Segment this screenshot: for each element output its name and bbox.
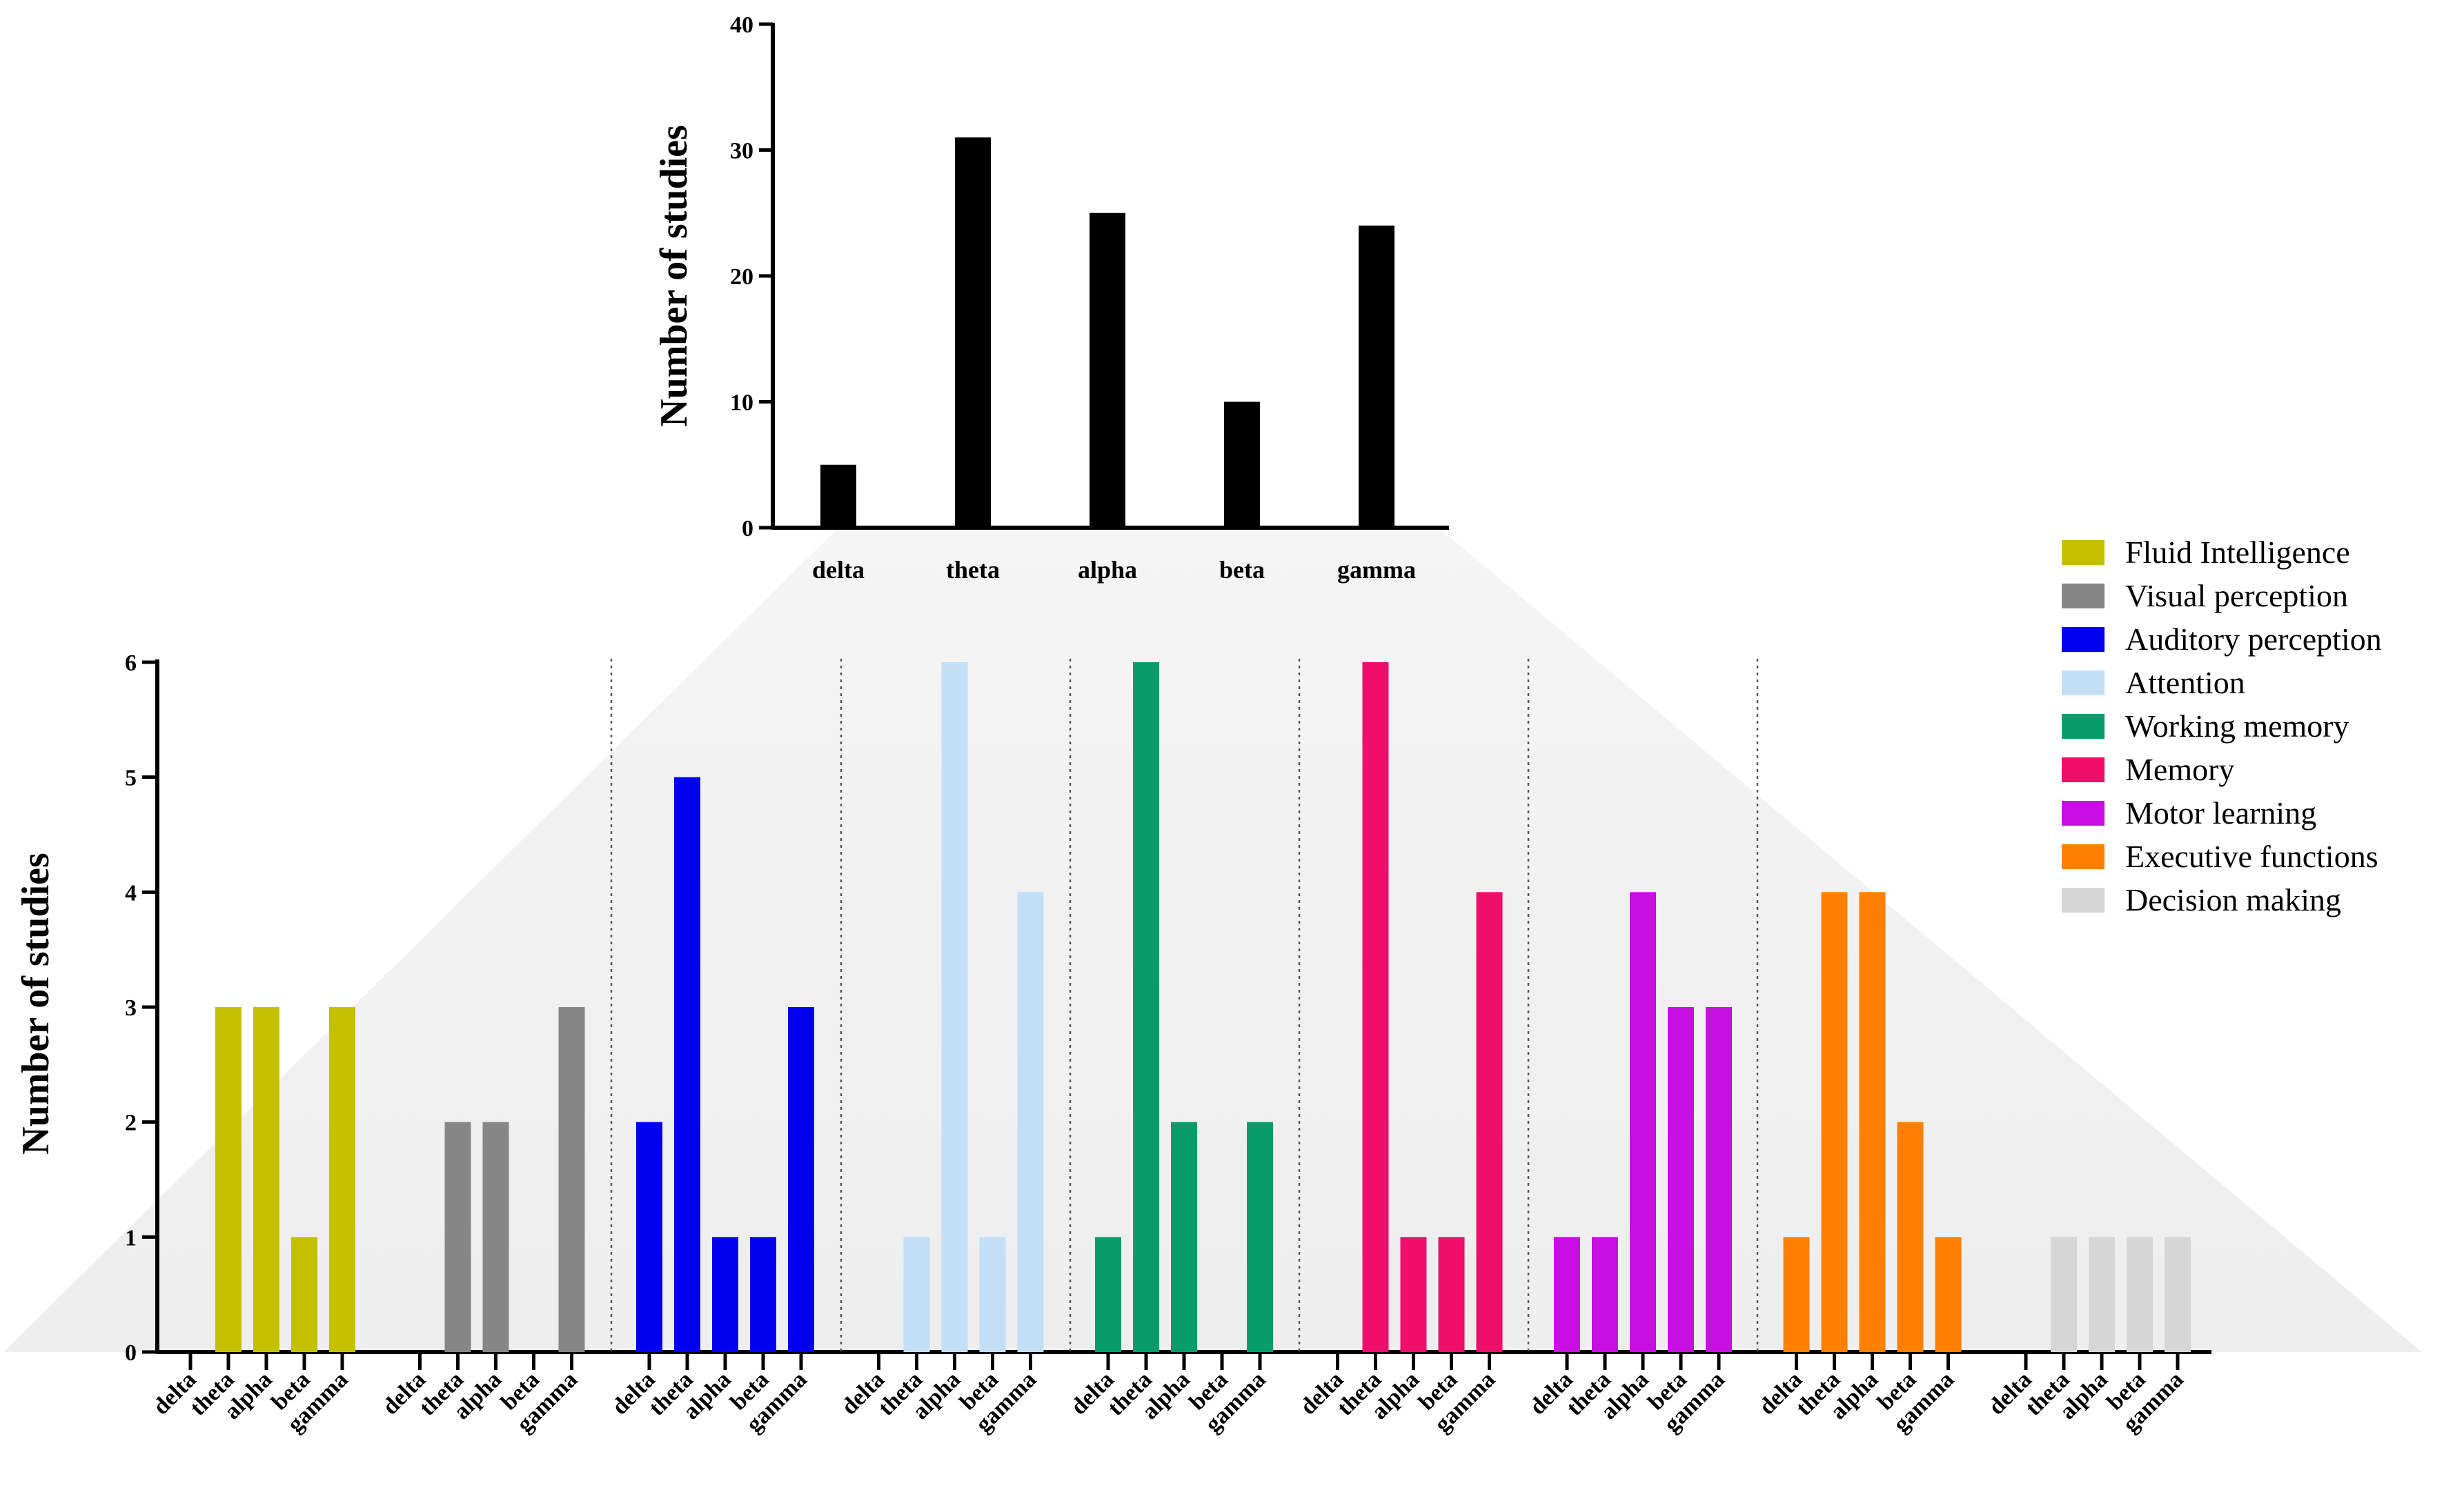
bar-decision-making-gamma <box>2165 1237 2191 1352</box>
top-y-tick-label: 40 <box>730 12 753 38</box>
bar-executive-functions-delta <box>1783 1237 1810 1352</box>
legend-label: Executive functions <box>2125 839 2378 874</box>
bottom-y-tick-label: 1 <box>125 1225 137 1251</box>
bottom-x-tick-label: delta <box>1754 1366 1807 1420</box>
top-y-tick-label: 0 <box>742 516 753 541</box>
legend-swatch-motor-learning <box>2062 801 2105 826</box>
bar-auditory-perception-beta <box>750 1237 776 1352</box>
bottom-x-tick-label: delta <box>1525 1366 1578 1420</box>
bottom-x-tick-label: delta <box>1066 1366 1119 1420</box>
bar-visual-perception-alpha <box>482 1122 509 1352</box>
top-x-tick-label: alpha <box>1078 556 1137 584</box>
bar-attention-beta <box>979 1237 1006 1352</box>
bottom-y-tick-label: 5 <box>125 766 137 791</box>
legend: Fluid Intelligence Visual perception Audit… <box>2062 535 2382 917</box>
bottom-y-tick-label: 6 <box>125 650 137 676</box>
bottom-x-tick-label: delta <box>1984 1366 2037 1420</box>
legend-swatch-working-memory <box>2062 714 2105 739</box>
legend-label: Attention <box>2125 665 2245 700</box>
legend-label: Fluid Intelligence <box>2125 535 2350 570</box>
legend-label: Working memory <box>2125 708 2349 744</box>
bar-memory-gamma <box>1476 892 1503 1352</box>
bar-memory-alpha <box>1400 1237 1427 1352</box>
bottom-y-tick-label: 4 <box>125 880 137 906</box>
bar-executive-functions-theta <box>1821 892 1848 1352</box>
bottom-x-tick-label: delta <box>377 1366 431 1420</box>
top-bar-delta <box>820 464 856 528</box>
bar-working-memory-alpha <box>1171 1122 1197 1352</box>
top-bar-theta <box>955 137 991 528</box>
legend-swatch-attention <box>2062 670 2105 695</box>
bar-fluid-intelligence-theta <box>215 1007 242 1352</box>
bottom-x-tick-label: delta <box>836 1366 889 1420</box>
bar-fluid-intelligence-gamma <box>329 1007 355 1352</box>
bottom-y-axis-title: Number of studies <box>14 853 57 1155</box>
bar-motor-learning-beta <box>1668 1007 1694 1352</box>
legend-label: Decision making <box>2125 882 2341 917</box>
bar-attention-gamma <box>1017 892 1044 1352</box>
bottom-y-tick-label: 0 <box>125 1340 137 1366</box>
bottom-x-tick-label: delta <box>1295 1366 1348 1420</box>
bar-working-memory-delta <box>1095 1237 1121 1352</box>
top-x-tick-label: theta <box>946 556 1000 584</box>
legend-label: Visual perception <box>2125 578 2348 613</box>
bottom-x-tick-label: delta <box>148 1366 201 1420</box>
bar-fluid-intelligence-alpha <box>253 1007 279 1352</box>
bar-attention-alpha <box>941 662 968 1352</box>
legend-label: Motor learning <box>2125 795 2316 831</box>
bottom-x-tick-label: delta <box>607 1366 660 1420</box>
bar-visual-perception-theta <box>444 1122 471 1352</box>
zoom-fan-background <box>3 528 2422 1352</box>
bar-auditory-perception-alpha <box>712 1237 738 1352</box>
bar-executive-functions-beta <box>1897 1122 1924 1352</box>
top-bar-beta <box>1224 401 1260 528</box>
legend-swatch-auditory-perception <box>2062 627 2105 652</box>
legend-swatch-fluid-intelligence <box>2062 540 2105 565</box>
legend-swatch-decision-making <box>2062 888 2105 913</box>
bar-decision-making-alpha <box>2089 1237 2115 1352</box>
bar-executive-functions-gamma <box>1935 1237 1962 1352</box>
bar-motor-learning-theta <box>1592 1237 1618 1352</box>
bar-working-memory-gamma <box>1247 1122 1273 1352</box>
legend-swatch-memory <box>2062 757 2105 782</box>
bar-visual-perception-gamma <box>558 1007 585 1352</box>
bar-motor-learning-alpha <box>1630 892 1656 1352</box>
bar-memory-beta <box>1438 1237 1465 1352</box>
top-bar-alpha <box>1090 212 1125 528</box>
top-x-tick-label: delta <box>812 556 865 584</box>
bar-auditory-perception-delta <box>636 1122 662 1352</box>
top-bar-gamma <box>1359 226 1394 528</box>
legend-swatch-visual-perception <box>2062 584 2105 608</box>
bar-motor-learning-gamma <box>1706 1007 1732 1352</box>
bar-auditory-perception-theta <box>674 777 700 1352</box>
top-y-tick-label: 10 <box>730 390 753 416</box>
bar-motor-learning-delta <box>1554 1237 1580 1352</box>
bar-decision-making-theta <box>2051 1237 2077 1352</box>
bar-fluid-intelligence-beta <box>291 1237 317 1352</box>
top-y-tick-label: 30 <box>730 139 753 164</box>
bar-attention-theta <box>903 1237 930 1352</box>
top-bar-chart: 0 10 20 30 40 delta theta alpha beta gamma Number … <box>653 12 1449 584</box>
legend-label: Memory <box>2125 752 2234 787</box>
legend-label: Auditory perception <box>2125 622 2382 657</box>
bar-auditory-perception-gamma <box>788 1007 814 1352</box>
top-y-axis-title: Number of studies <box>653 125 696 427</box>
top-y-tick-label: 20 <box>730 264 753 290</box>
bar-executive-functions-alpha <box>1859 892 1886 1352</box>
bottom-y-tick-label: 2 <box>125 1111 137 1136</box>
bar-memory-theta <box>1362 662 1389 1352</box>
top-x-tick-label: beta <box>1219 556 1265 584</box>
bar-decision-making-beta <box>2127 1237 2153 1352</box>
bar-working-memory-theta <box>1133 662 1159 1352</box>
bottom-y-tick-label: 3 <box>125 995 137 1021</box>
legend-swatch-executive-functions <box>2062 844 2105 869</box>
top-x-tick-label: gamma <box>1337 556 1416 584</box>
